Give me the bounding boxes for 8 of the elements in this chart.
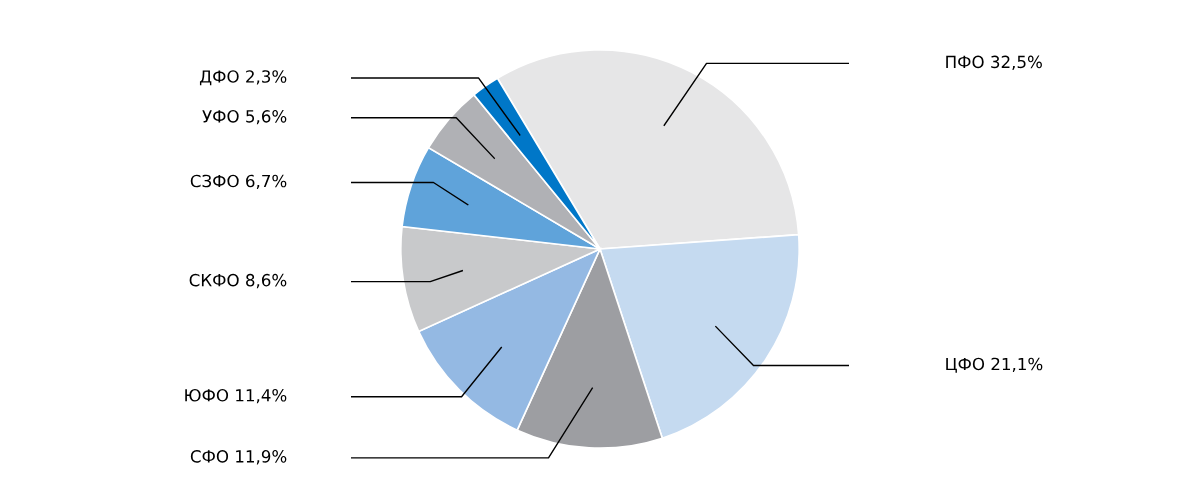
slice-label: ДФО 2,3%	[199, 70, 287, 86]
slice-label: СФО 11,9%	[190, 450, 287, 465]
slice-label: ЦФО 21,1%	[946, 357, 1043, 373]
slice-label: ПФО 32,5%	[946, 55, 1042, 70]
slice-label: ЮФО 11,4%	[185, 388, 287, 404]
slice-label: УФО 5,6%	[202, 110, 287, 125]
slice-label: СКФО 8,6%	[189, 273, 287, 289]
slice-label: СЗФО 6,7%	[190, 174, 287, 190]
